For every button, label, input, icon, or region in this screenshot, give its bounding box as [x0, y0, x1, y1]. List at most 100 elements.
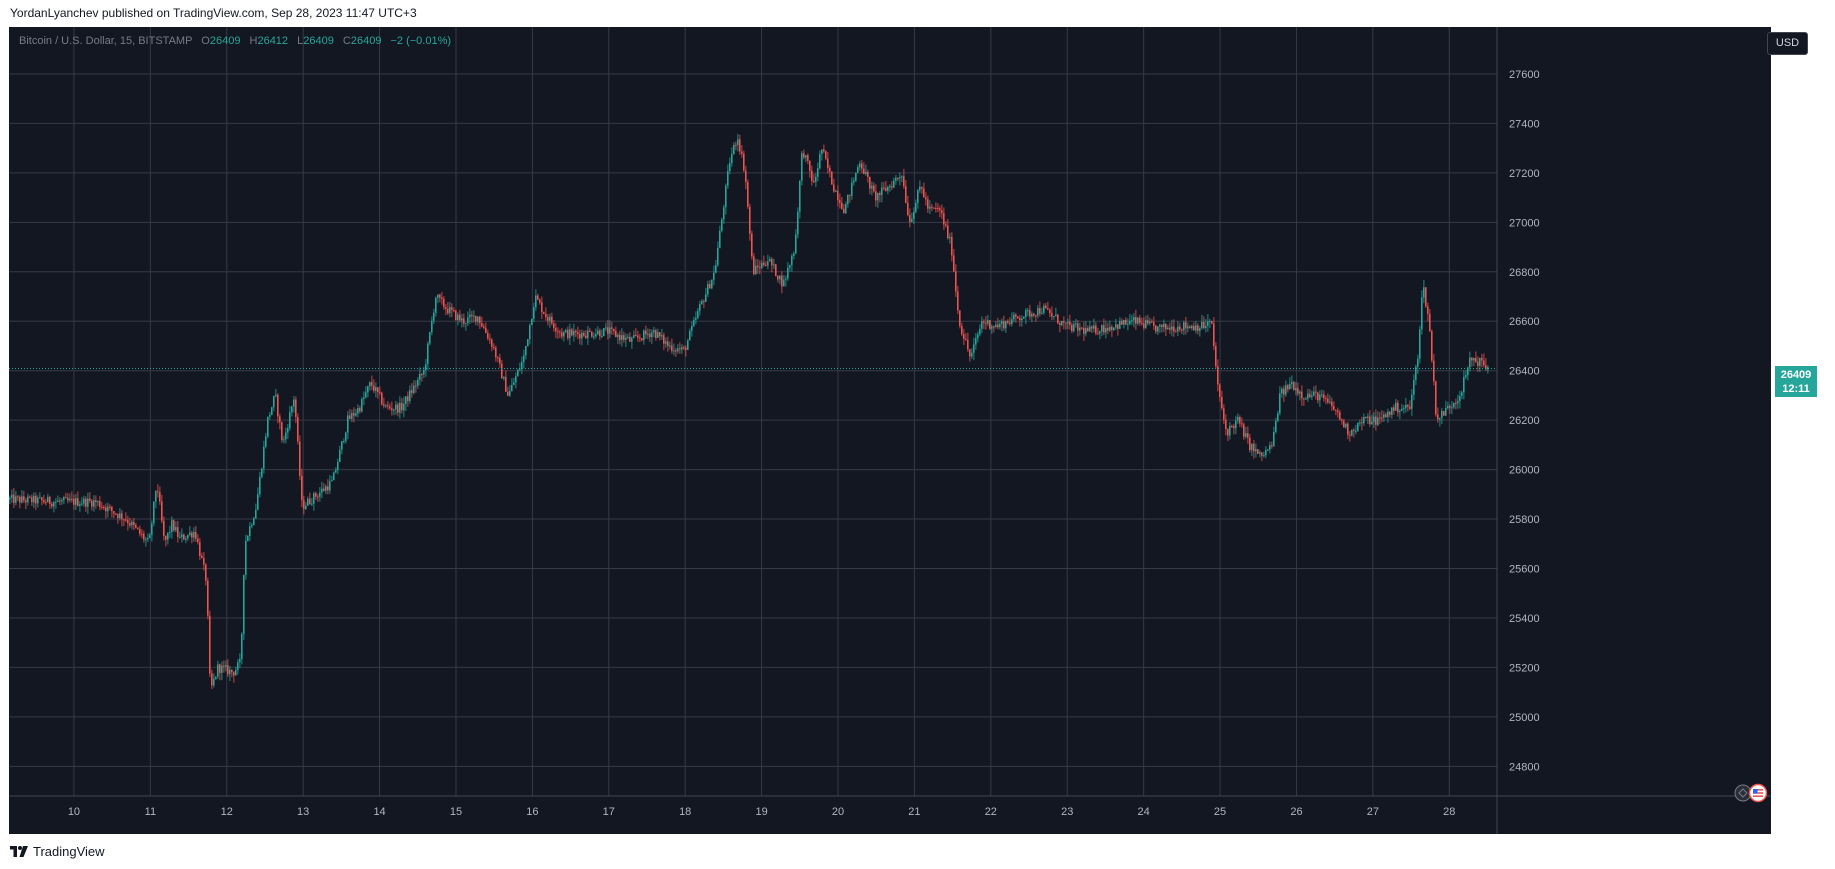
candle-body: [1075, 323, 1077, 325]
close-value: 26409: [350, 35, 382, 47]
candle-body: [63, 497, 65, 501]
candle-body: [91, 500, 93, 507]
flag-icon[interactable]: [1734, 783, 1768, 803]
candle-body: [751, 233, 753, 257]
candle-body: [855, 172, 857, 181]
candle-body: [199, 542, 201, 556]
currency-button[interactable]: USD: [1767, 32, 1808, 55]
candle-body: [1339, 412, 1341, 420]
candle-body: [507, 391, 509, 396]
x-tick-label: 22: [985, 806, 997, 818]
candle-body: [191, 532, 193, 538]
candle-body: [649, 333, 651, 338]
candle-body: [47, 496, 49, 503]
candle-body: [1169, 327, 1171, 330]
candle-body: [401, 402, 403, 411]
candle-body: [225, 665, 227, 667]
candle-body: [499, 357, 501, 364]
candle-body: [333, 472, 335, 481]
candle-body: [1021, 318, 1023, 321]
chart-area[interactable]: 24800 25000 25200 25400 25600 25800 26000 26200…: [9, 27, 1771, 834]
candle-body: [1055, 314, 1057, 317]
candle-body: [877, 193, 879, 201]
candle-body: [19, 496, 21, 503]
candle-body: [303, 500, 305, 509]
candle-body: [1081, 327, 1083, 329]
candle-body: [377, 387, 379, 393]
candle-body: [151, 523, 153, 535]
candle-body: [1401, 408, 1403, 411]
candle-body: [1027, 310, 1029, 312]
candle-body: [1431, 331, 1433, 361]
candle-body: [1403, 408, 1405, 410]
x-tick-label: 20: [832, 806, 844, 818]
candle-body: [1053, 316, 1055, 318]
candle-body: [637, 335, 639, 338]
candle-body: [1129, 320, 1131, 324]
candle-body: [917, 190, 919, 203]
candle-body: [61, 500, 63, 502]
candle-body: [71, 498, 73, 500]
candle-body: [1215, 346, 1217, 367]
candle-body: [1165, 323, 1167, 330]
candle-body: [1103, 325, 1105, 333]
candle-body: [533, 307, 535, 319]
candle-body: [281, 422, 283, 440]
candle-body: [941, 210, 943, 214]
candle-body: [1329, 401, 1331, 403]
candle-body: [53, 502, 55, 507]
candle-body: [785, 278, 787, 280]
candle-body: [1487, 367, 1489, 370]
candle-body: [365, 392, 367, 398]
candle-body: [725, 185, 727, 208]
candle-body: [753, 256, 755, 275]
candle-body: [1451, 407, 1453, 409]
candle-body: [889, 186, 891, 188]
candle-body: [1067, 321, 1069, 324]
candle-body: [961, 325, 963, 335]
candle-body: [197, 538, 199, 543]
candle-body: [85, 498, 87, 507]
candle-body: [639, 337, 641, 339]
candle-body: [1315, 391, 1317, 393]
candle-body: [939, 208, 941, 211]
candle-body: [491, 339, 493, 347]
candle-body: [609, 327, 611, 334]
candle-body: [1221, 396, 1223, 409]
y-tick-label: 26800: [1509, 267, 1540, 279]
candle-body: [781, 275, 783, 287]
candle-body: [1323, 394, 1325, 399]
candle-body: [185, 538, 187, 540]
candle-body: [13, 494, 15, 503]
candle-body: [1281, 388, 1283, 394]
candle-body: [371, 382, 373, 386]
candle-body: [27, 496, 29, 503]
x-tick-label: 25: [1214, 806, 1226, 818]
candle-body: [737, 139, 739, 145]
candle-body: [261, 468, 263, 477]
candle-body: [1407, 404, 1409, 407]
candle-body: [1019, 317, 1021, 321]
candle-body: [341, 441, 343, 450]
candle-body: [693, 319, 695, 327]
candle-body: [235, 669, 237, 676]
y-tick-label: 25200: [1509, 662, 1540, 674]
candle-body: [993, 326, 995, 328]
candle-body: [1263, 455, 1265, 457]
candle-body: [1375, 416, 1377, 425]
candle-body: [271, 407, 273, 415]
candle-body: [125, 519, 127, 521]
candle-body: [623, 335, 625, 340]
candle-body: [1093, 325, 1095, 329]
price-chart[interactable]: 24800 25000 25200 25400 25600 25800 26000 26200…: [9, 27, 1771, 834]
candle-body: [1481, 357, 1483, 361]
candle-body: [957, 291, 959, 311]
candle-body: [867, 171, 869, 177]
candle-body: [1419, 329, 1421, 359]
candle-body: [887, 186, 889, 191]
candle-body: [865, 171, 867, 174]
candle-body: [743, 153, 745, 171]
footer-brand[interactable]: TradingView: [10, 844, 105, 859]
candle-body: [145, 539, 147, 541]
candle-body: [95, 500, 97, 502]
